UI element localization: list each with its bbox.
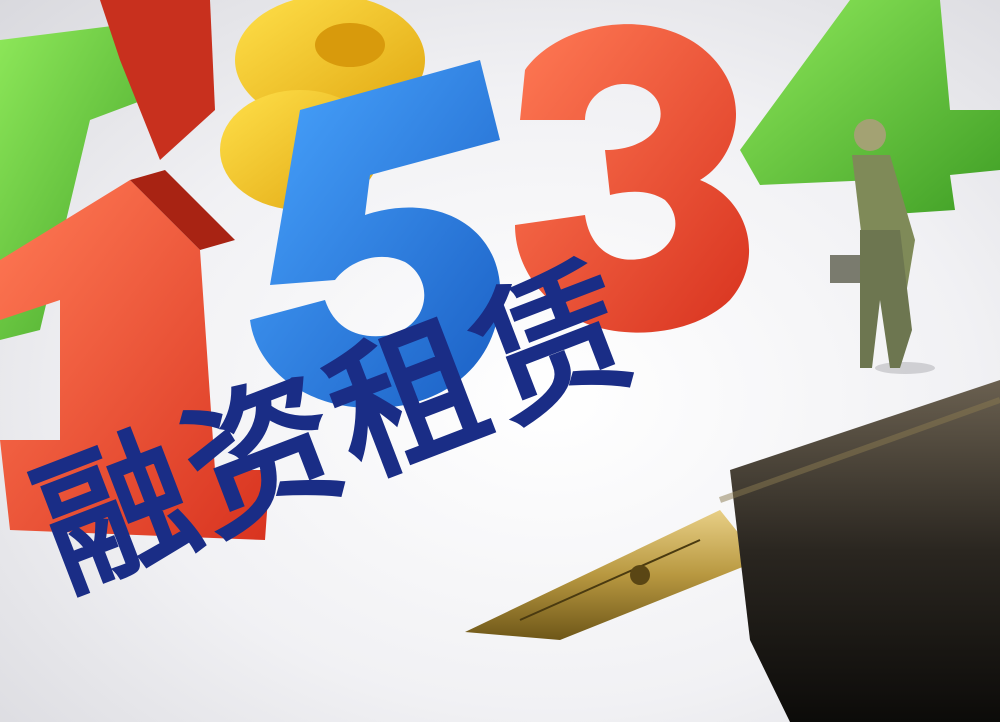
digit-8-red-figure bbox=[100, 0, 215, 160]
digit-4-figure bbox=[740, 0, 1000, 215]
businessman-figurine bbox=[830, 119, 935, 374]
digit-5-figure bbox=[250, 60, 501, 409]
digit-3-figure bbox=[515, 24, 750, 333]
digit-1-figure bbox=[0, 170, 270, 540]
fountain-pen bbox=[465, 380, 1000, 722]
